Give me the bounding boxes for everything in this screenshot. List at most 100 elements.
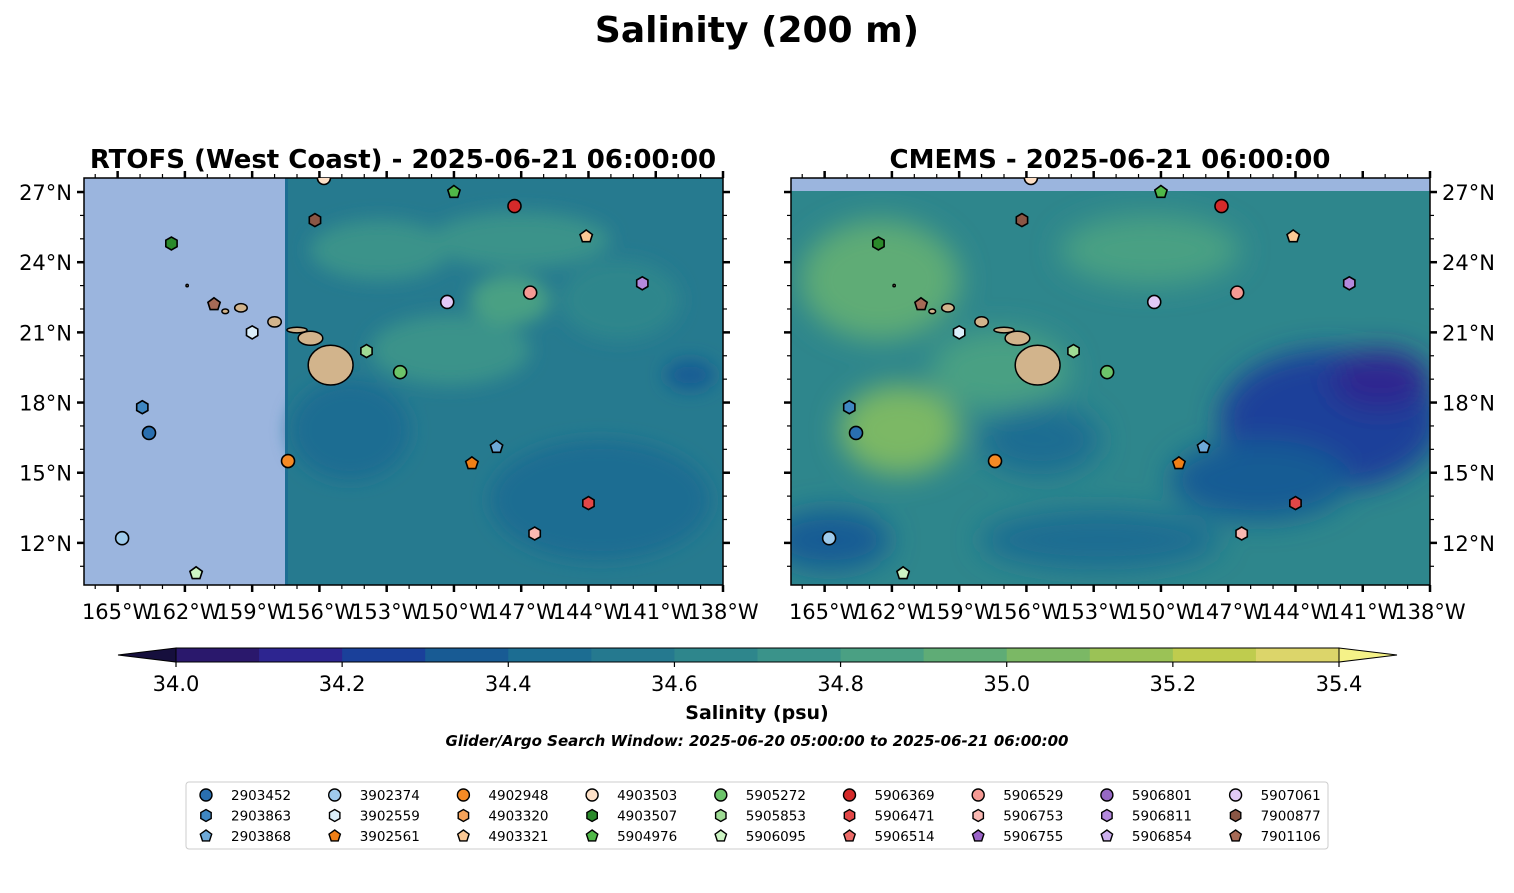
islands-cmems <box>892 283 1061 386</box>
y-tick-label: 12°N <box>1442 532 1495 556</box>
legend-label-3902559: 3902559 <box>360 809 420 825</box>
x-tick-label: 156°W <box>284 600 356 624</box>
legend-marker-7901106 <box>1229 829 1243 842</box>
panel-title-rtofs: RTOFS (West Coast) - 2025-06-21 06:00:00 <box>90 145 716 175</box>
salinity-features <box>791 215 1430 570</box>
float-marker-5905853 <box>360 343 373 359</box>
y-tick-label: 18°N <box>1442 392 1495 416</box>
legend-label-4903320: 4903320 <box>488 809 548 825</box>
float-marker-5906095 <box>188 565 204 580</box>
map-panel-rtofs <box>83 177 724 586</box>
x-tick-label: 144°W <box>553 600 625 624</box>
island-hawaii <box>1014 344 1061 386</box>
legend-marker-5906801 <box>1100 788 1114 802</box>
colorbar-bin <box>342 648 426 662</box>
legend-label-5906369: 5906369 <box>875 788 935 804</box>
colorbar-bin <box>1006 648 1091 662</box>
legend-marker-5906471 <box>843 808 856 823</box>
x-tick-label: 144°W <box>1260 600 1332 624</box>
legend-label-7900877: 7900877 <box>1261 809 1321 825</box>
legend-marker-7900877 <box>1229 808 1242 823</box>
island-oahu <box>974 315 990 328</box>
colorbar-tick-label: 35.4 <box>1316 672 1363 696</box>
island-maui <box>297 330 324 346</box>
legend-marker-5905853 <box>714 808 727 823</box>
colorbar-tick-label: 35.2 <box>1149 672 1196 696</box>
float-marker-5906529 <box>1229 285 1245 300</box>
legend-marker-4903507 <box>586 808 598 823</box>
colorbar-tick-label: 34.2 <box>319 672 366 696</box>
legend: 2903452 2903863 2903868 3902374 3902559 39025… <box>185 781 1329 850</box>
x-tick-label: 147°W <box>1193 600 1265 624</box>
legend-label-5906471: 5906471 <box>875 809 935 825</box>
x-tick-label: 156°W <box>991 600 1063 624</box>
islands-rtofs <box>185 283 354 386</box>
x-tick-label: 153°W <box>1058 600 1130 624</box>
float-marker-2903863 <box>842 399 856 415</box>
x-tick-label: 165°W <box>789 600 861 624</box>
x-tick-label: 159°W <box>923 600 995 624</box>
legend-label-2903868: 2903868 <box>231 829 291 845</box>
legend-marker-5906755 <box>971 829 985 842</box>
x-tick-label: 150°W <box>418 600 490 624</box>
float-marker-2903452 <box>848 425 864 441</box>
legend-marker-5906095 <box>714 829 728 842</box>
float-marker-3902374 <box>821 530 837 546</box>
float-marker-5905272 <box>1099 364 1115 380</box>
colorbar-bin <box>674 648 759 662</box>
float-marker-5906471 <box>581 495 595 511</box>
float-marker-3902561 <box>1171 455 1187 470</box>
legend-marker-2903868 <box>199 829 213 842</box>
float-marker-5906369 <box>1214 198 1229 214</box>
colorbar-bin <box>508 648 592 662</box>
float-marker-3902559 <box>952 324 966 340</box>
colorbar-extend-low <box>117 647 177 663</box>
legend-marker-5906854 <box>1100 829 1114 842</box>
colorbar-bin <box>1255 648 1340 662</box>
legend-label-5907061: 5907061 <box>1261 788 1321 804</box>
float-marker-7900877 <box>308 212 322 228</box>
island-hawaii <box>307 344 354 386</box>
island-kauai <box>233 302 248 313</box>
legend-label-7901106: 7901106 <box>1261 829 1321 845</box>
legend-label-5906755: 5906755 <box>1003 829 1063 845</box>
panel-title-cmems: CMEMS - 2025-06-21 06:00:00 <box>890 145 1331 175</box>
float-marker-5906753 <box>1235 526 1249 541</box>
legend-label-2903452: 2903452 <box>231 788 291 804</box>
float-marker-4902948 <box>987 453 1003 469</box>
legend-label-5906811: 5906811 <box>1132 809 1192 825</box>
legend-label-5905272: 5905272 <box>746 788 806 804</box>
legend-marker-5906753 <box>972 808 985 823</box>
legend-label-2903863: 2903863 <box>231 809 291 825</box>
island-molokai <box>993 326 1015 334</box>
colorbar-tick-label: 34.6 <box>651 672 698 696</box>
colorbar-tick-label: 34.0 <box>153 672 200 696</box>
legend-label-4902948: 4902948 <box>488 788 548 804</box>
x-tick-label: 141°W <box>1327 600 1399 624</box>
y-tick-label: 27°N <box>1442 181 1495 205</box>
y-tick-label: 15°N <box>19 462 72 486</box>
y-tick-label: 21°N <box>19 321 72 345</box>
y-tick-label: 15°N <box>1442 462 1495 486</box>
float-marker-4903321 <box>579 229 594 243</box>
float-marker-4903503 <box>316 178 332 186</box>
legend-label-5904976: 5904976 <box>617 829 677 845</box>
float-marker-2903452 <box>141 425 157 441</box>
colorbar-bin <box>1089 648 1174 662</box>
y-tick-label: 24°N <box>1442 251 1495 275</box>
colorbar-tick-label: 34.8 <box>817 672 864 696</box>
legend-marker-2903452 <box>199 788 213 802</box>
legend-marker-5905272 <box>714 788 728 802</box>
y-tick-label: 24°N <box>19 251 72 275</box>
y-tick-label: 12°N <box>19 532 72 556</box>
legend-label-5906514: 5906514 <box>875 829 935 845</box>
float-markers <box>114 178 1356 580</box>
x-tick-label: 138°W <box>687 600 759 624</box>
float-marker-7901106 <box>913 296 929 311</box>
search-window-note: Glider/Argo Search Window: 2025-06-20 05… <box>446 732 1069 750</box>
float-marker-7901106 <box>206 296 222 311</box>
legend-label-3902561: 3902561 <box>360 829 420 845</box>
float-marker-3902559 <box>245 324 259 340</box>
